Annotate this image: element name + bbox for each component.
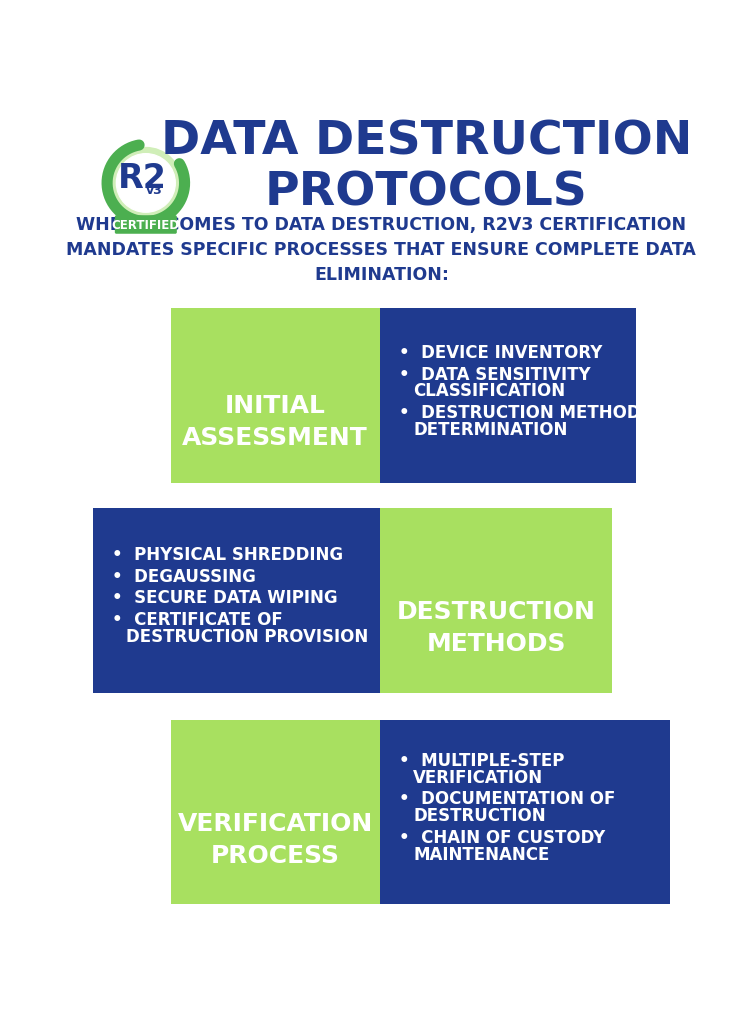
Bar	[171, 307, 380, 483]
Text: •  PHYSICAL SHREDDING: • PHYSICAL SHREDDING	[112, 546, 343, 564]
Text: •  DOCUMENTATION OF: • DOCUMENTATION OF	[399, 791, 615, 808]
Text: •  CHAIN OF CUSTODY: • CHAIN OF CUSTODY	[399, 828, 606, 847]
FancyBboxPatch shape	[115, 215, 177, 233]
Circle shape	[116, 154, 175, 212]
Text: R2: R2	[118, 162, 166, 195]
Bar	[171, 720, 380, 904]
Bar	[93, 508, 380, 692]
Text: WHEN IT COMES TO DATA DESTRUCTION, R2V3 CERTIFICATION
MANDATES SPECIFIC PROCESSE: WHEN IT COMES TO DATA DESTRUCTION, R2V3 …	[66, 216, 697, 284]
Text: •  SECURE DATA WIPING: • SECURE DATA WIPING	[112, 589, 338, 607]
Text: DETERMINATION: DETERMINATION	[413, 421, 568, 439]
Text: VERIFICATION: VERIFICATION	[413, 769, 543, 786]
Text: DESTRUCTION PROVISION: DESTRUCTION PROVISION	[127, 628, 369, 646]
Circle shape	[110, 147, 182, 218]
Text: v3: v3	[146, 184, 162, 198]
Text: DESTRUCTION
METHODS: DESTRUCTION METHODS	[396, 600, 595, 655]
Text: INITIAL
ASSESSMENT: INITIAL ASSESSMENT	[183, 394, 368, 450]
Text: DESTRUCTION: DESTRUCTION	[413, 807, 546, 825]
Bar	[380, 307, 635, 483]
Text: DATA DESTRUCTION
PROTOCOLS: DATA DESTRUCTION PROTOCOLS	[161, 120, 692, 215]
Text: VERIFICATION
PROCESS: VERIFICATION PROCESS	[177, 812, 373, 867]
Text: •  CERTIFICATE OF: • CERTIFICATE OF	[112, 610, 283, 629]
Text: •  DESTRUCTION METHOD: • DESTRUCTION METHOD	[399, 404, 641, 422]
Text: •  DATA SENSITIVITY: • DATA SENSITIVITY	[399, 366, 591, 384]
Bar	[380, 508, 612, 692]
Text: •  MULTIPLE-STEP: • MULTIPLE-STEP	[399, 752, 565, 770]
Text: •  DEGAUSSING: • DEGAUSSING	[112, 567, 256, 586]
Text: CERTIFIED: CERTIFIED	[112, 219, 180, 231]
Text: •  DEVICE INVENTORY: • DEVICE INVENTORY	[399, 344, 603, 362]
Text: CLASSIFICATION: CLASSIFICATION	[413, 383, 565, 400]
Bar	[380, 720, 670, 904]
Text: MAINTENANCE: MAINTENANCE	[413, 846, 550, 864]
